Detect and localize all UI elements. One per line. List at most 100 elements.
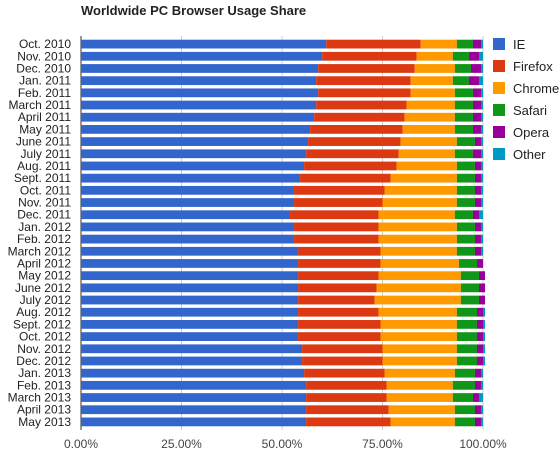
bar-segment-ie: [81, 88, 319, 98]
bar-segment-safari: [454, 405, 475, 415]
bar-segment-firefox: [306, 417, 391, 427]
bar-segment-chrome: [402, 125, 455, 134]
bar-segment-other: [480, 149, 483, 159]
bar-segment-chrome: [380, 259, 459, 268]
bar-segment-safari: [454, 417, 475, 427]
bar-segment-ie: [81, 161, 305, 171]
x-tick-label: 75.00%: [362, 437, 403, 451]
legend-label-other: Other: [513, 147, 546, 162]
bar-segment-opera: [474, 368, 481, 378]
bar-segment-other: [480, 125, 483, 134]
bar-segment-firefox: [308, 137, 401, 146]
bar-segment-ie: [81, 76, 317, 86]
bar-segment-firefox: [294, 222, 379, 232]
bar-segment-ie: [81, 380, 307, 390]
legend-label-safari: Safari: [513, 103, 547, 118]
bar-segment-safari: [454, 368, 475, 378]
bar-segment-firefox: [306, 380, 387, 390]
bar-segment-firefox: [290, 210, 379, 220]
bar-segment-ie: [81, 271, 299, 281]
bar-segment-opera: [474, 246, 481, 256]
category-label: July 2012: [20, 293, 72, 307]
bar-segment-chrome: [376, 283, 461, 293]
bar-segment-other: [480, 198, 483, 207]
bar-segment-opera: [474, 234, 481, 244]
bar-segment-opera: [478, 295, 486, 305]
bar-segment-safari: [456, 173, 475, 183]
bar-segment-chrome: [400, 137, 457, 146]
bar-segment-other: [483, 307, 486, 317]
bar-segment-ie: [81, 393, 307, 402]
bar-segment-other: [480, 88, 483, 98]
bar-segment-firefox: [316, 76, 411, 86]
bar-segment-firefox: [294, 198, 383, 207]
bar-segment-firefox: [298, 332, 381, 341]
chart-title: Worldwide PC Browser Usage Share: [81, 3, 307, 18]
bar-segment-other: [480, 161, 483, 171]
bar-segment-safari: [456, 39, 473, 49]
bar-segment-safari: [456, 320, 477, 329]
bar-segment-opera: [474, 185, 481, 195]
bar-segment-opera: [472, 39, 481, 49]
bar-segment-chrome: [380, 246, 457, 256]
bar-segment-firefox: [322, 51, 417, 61]
category-label: Aug. 2012: [16, 305, 71, 319]
bar-segment-chrome: [378, 307, 457, 317]
bar-segment-safari: [454, 88, 473, 98]
bar-segment-firefox: [318, 64, 415, 73]
bar-segment-firefox: [306, 405, 389, 415]
bar-segment-chrome: [404, 112, 455, 122]
bar-segment-opera: [474, 137, 481, 146]
category-label: Jan. 2013: [18, 366, 71, 380]
bar-segment-firefox: [326, 39, 421, 49]
bar-segment-ie: [81, 405, 307, 415]
bar-segment-firefox: [298, 259, 381, 268]
category-label: Oct. 2012: [19, 330, 71, 344]
x-tick-label: 100.00%: [459, 437, 507, 451]
bar-segment-chrome: [396, 161, 457, 171]
bar-segment-chrome: [410, 76, 453, 86]
bar-segment-other: [480, 222, 483, 232]
bar-segment-chrome: [378, 271, 461, 281]
bar-segment-chrome: [420, 39, 457, 49]
bar-segment-safari: [454, 125, 473, 134]
bar-segment-firefox: [298, 307, 379, 317]
category-label: Sept. 2011: [14, 171, 71, 185]
bar-segment-chrome: [378, 234, 457, 244]
bar-segment-other: [478, 76, 483, 86]
category-label: Nov. 2012: [17, 342, 71, 356]
bar-segment-chrome: [410, 88, 455, 98]
bar-segment-safari: [452, 76, 469, 86]
bar-segment-safari: [460, 271, 479, 281]
bar-segment-chrome: [388, 405, 455, 415]
bar-segment-firefox: [306, 149, 399, 159]
bar-segment-chrome: [386, 393, 453, 402]
category-label: Oct. 2010: [19, 37, 71, 51]
bar-segment-other: [480, 380, 483, 390]
category-label: Feb. 2012: [17, 232, 71, 246]
bar-segment-safari: [452, 380, 475, 390]
bar-segment-opera: [476, 356, 483, 366]
bar-segment-opera: [474, 405, 481, 415]
category-label: May 2013: [18, 415, 71, 429]
bar-segment-chrome: [386, 380, 453, 390]
bar-segment-ie: [81, 198, 295, 207]
bar-segment-safari: [454, 100, 473, 110]
bar-segment-chrome: [382, 344, 457, 354]
legend: IE Firefox Chrome Safari Opera Other: [493, 37, 559, 162]
bar-segment-chrome: [398, 149, 455, 159]
bar-segment-ie: [81, 368, 305, 378]
bar-segment-opera: [474, 161, 481, 171]
bar-segment-ie: [81, 149, 307, 159]
category-label: Dec. 2010: [16, 61, 71, 75]
bar-segment-ie: [81, 246, 299, 256]
bar-segment-firefox: [314, 112, 405, 122]
category-label: Nov. 2010: [17, 49, 71, 63]
bar-segment-chrome: [382, 356, 457, 366]
bar-segment-ie: [81, 295, 299, 305]
category-label: Sept. 2012: [13, 317, 71, 331]
bar-segment-opera: [472, 210, 479, 220]
bar-segment-safari: [456, 137, 475, 146]
bar-segment-opera: [476, 344, 483, 354]
